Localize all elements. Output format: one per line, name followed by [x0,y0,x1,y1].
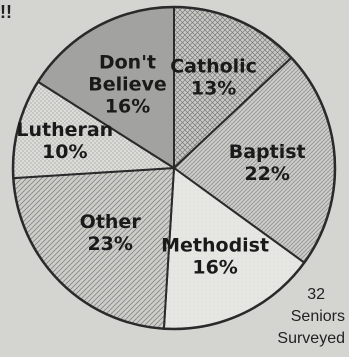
survey-note: 32 Seniors Surveyed [235,284,345,350]
slice-name: Lutheran [16,119,113,141]
slice-percent: 13% [191,77,236,99]
slice-name: Catholic [170,55,257,77]
slice-labels-layer: Catholic 13%Baptist 22%Methodist 16%Other 23… [16,51,305,278]
slice-name: Methodist [161,234,269,256]
slice-percent: 16% [105,95,150,117]
slice-name: Baptist [229,141,306,163]
survey-note-count: 32 [307,286,325,303]
slice-label-lutheran: Lutheran 10% [16,119,113,163]
slice-percent: 10% [42,141,87,163]
slice-name: Believe [88,73,167,95]
slice-percent: 23% [87,233,132,255]
pie-outline [11,5,337,331]
slice-label-dont: Don't Believe 16% [88,51,167,117]
slice-label-baptist: Baptist 22% [229,141,306,185]
slices-layer [11,5,337,331]
survey-note-surveyed: Surveyed [277,330,345,347]
slice-name: Don't [99,51,156,73]
slice-name: Other [80,211,142,233]
corner-mark: !! [0,2,12,22]
slice-label-catholic: Catholic 13% [170,55,257,99]
slice-label-methodist: Methodist 16% [161,234,269,278]
slice-percent: 16% [192,256,237,278]
slice-label-other: Other 23% [80,211,142,255]
slice-percent: 22% [244,163,289,185]
survey-note-seniors: Seniors [290,308,345,325]
